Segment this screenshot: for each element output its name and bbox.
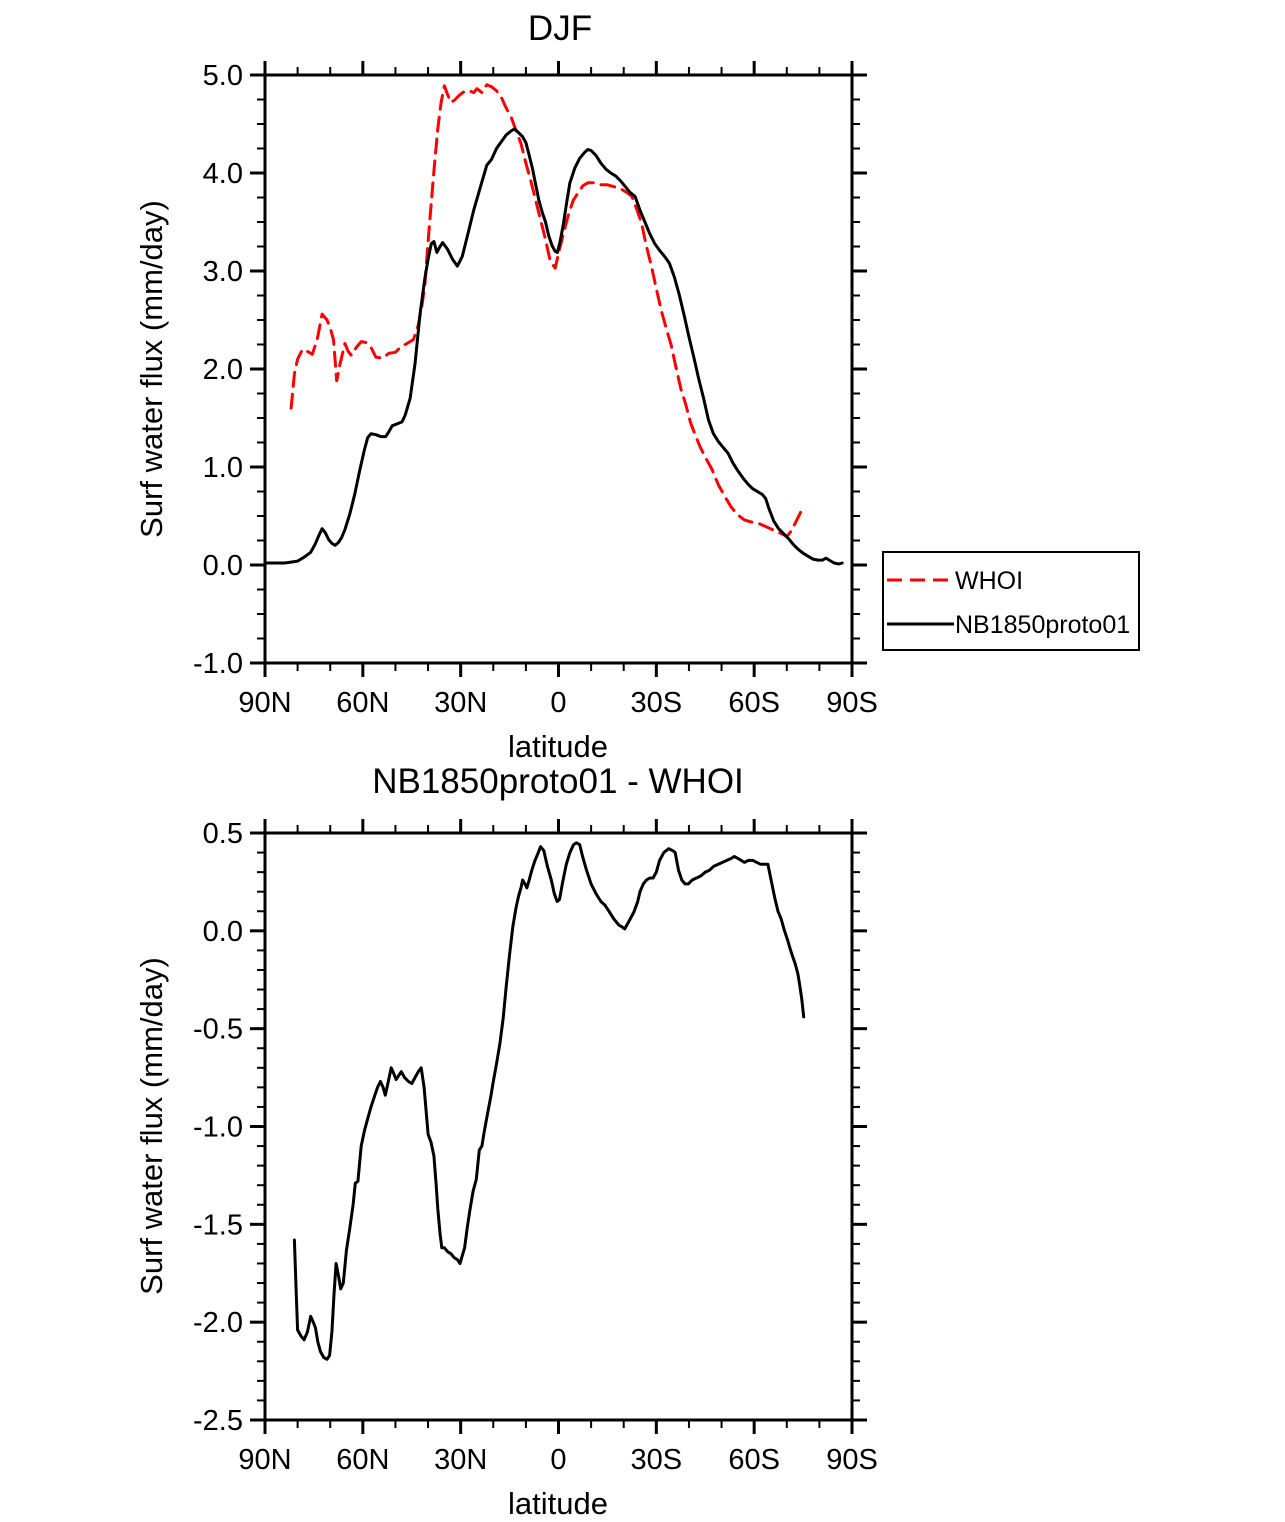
- x-tick-label: 0: [550, 1444, 566, 1476]
- legend: WHOI NB1850proto01: [882, 551, 1140, 651]
- legend-box: [882, 551, 1140, 651]
- y-tick-label: -2.5: [193, 1405, 243, 1437]
- x-tick-label: 30S: [631, 687, 683, 719]
- chart-djf-xlabel: latitude: [508, 729, 608, 764]
- x-tick-label: 60N: [336, 687, 389, 719]
- y-tick-label: 5.0: [203, 60, 243, 92]
- ticks: 90N 60N 30N 0 30S 60S 90S -1.0 0.0 1.0 2.0 3.0 4.0 5.…: [193, 60, 878, 719]
- chart-djf: DJF Surf water flux (mm/day) latitude 90…: [134, 9, 878, 764]
- chart-diff-title: NB1850proto01 - WHOI: [372, 762, 744, 801]
- x-tick-label: 30N: [434, 1444, 487, 1476]
- x-tick-label: 30N: [434, 687, 487, 719]
- y-tick-label: 0.5: [203, 818, 243, 850]
- plot-frame: [263, 831, 854, 1422]
- y-tick-label: -1.0: [193, 1112, 243, 1144]
- chart-diff-ylabel: Surf water flux (mm/day): [134, 957, 169, 1295]
- chart-diff: NB1850proto01 - WHOI Surf water flux (mm…: [134, 762, 878, 1521]
- x-tick-label: 0: [550, 687, 566, 719]
- y-tick-label: -2.0: [193, 1307, 243, 1339]
- chart-djf-title: DJF: [528, 9, 592, 48]
- y-tick-label: 0.0: [203, 916, 243, 948]
- y-tick-label: -0.5: [193, 1014, 243, 1046]
- diff-curve: [292, 841, 806, 1361]
- x-tick-label: 60S: [728, 1444, 780, 1476]
- x-tick-label: 90N: [238, 1444, 291, 1476]
- y-tick-label: 2.0: [203, 354, 243, 386]
- chart-djf-ylabel: Surf water flux (mm/day): [134, 200, 169, 538]
- x-tick-label: 60N: [336, 1444, 389, 1476]
- y-tick-label: 1.0: [203, 452, 243, 484]
- legend-model-label: NB1850proto01: [955, 611, 1130, 639]
- x-tick-label: 30S: [631, 1444, 683, 1476]
- legend-whoi-label: WHOI: [955, 567, 1023, 595]
- y-tick-label: 4.0: [203, 158, 243, 190]
- x-tick-label: 90S: [826, 1444, 878, 1476]
- x-tick-label: 60S: [728, 687, 780, 719]
- y-tick-label: -1.0: [193, 648, 243, 680]
- x-tick-label: 90S: [826, 687, 878, 719]
- y-tick-label: -1.5: [193, 1209, 243, 1241]
- y-tick-label: 3.0: [203, 256, 243, 288]
- y-tick-label: 0.0: [203, 550, 243, 582]
- x-tick-label: 90N: [238, 687, 291, 719]
- nb1850proto01-curve: [263, 127, 844, 566]
- whoi-curve: [289, 83, 805, 539]
- chart-diff-xlabel: latitude: [508, 1486, 608, 1517]
- plot-frame: [263, 73, 854, 665]
- ticks: 90N 60N 30N 0 30S 60S 90S -2.5 -2.0 -1.5 -1.0 -0.5 0…: [193, 818, 878, 1476]
